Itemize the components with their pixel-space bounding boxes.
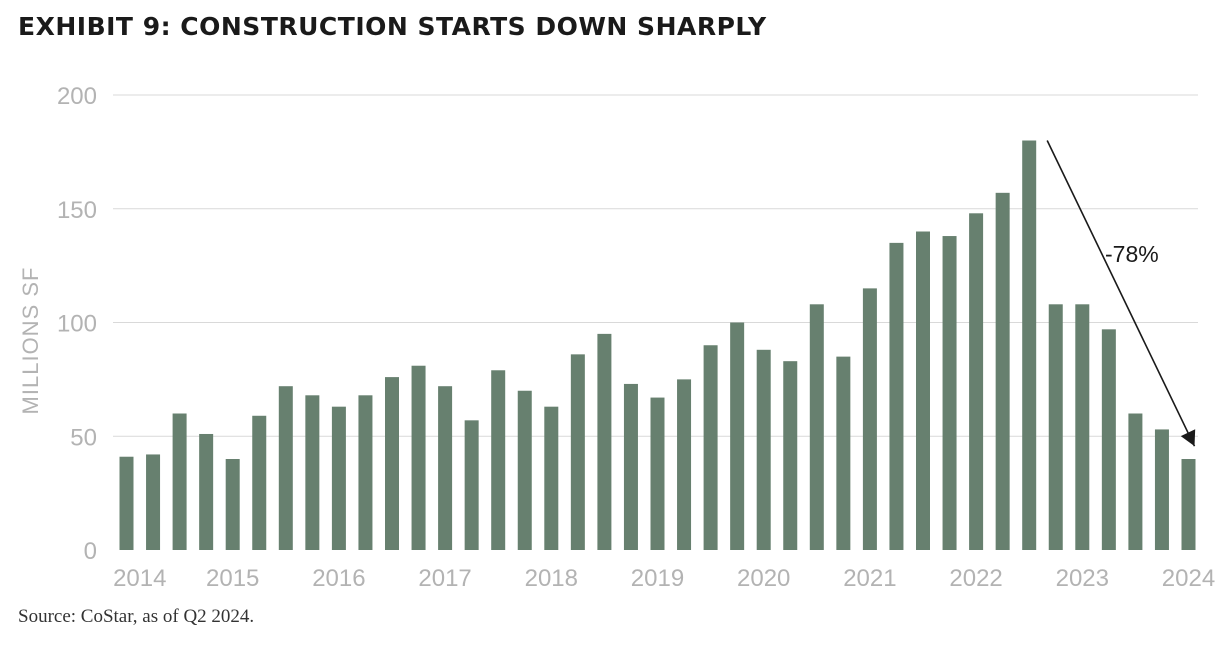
bar (1075, 304, 1090, 550)
bar (597, 333, 612, 550)
x-tick-label: 2024 (1162, 565, 1215, 592)
bar (916, 231, 930, 550)
bar (464, 420, 479, 550)
bar (809, 304, 824, 550)
decline-annotation: -78% (1046, 140, 1196, 447)
bar (517, 390, 532, 550)
source-note: Source: CoStar, as of Q2 2024. (18, 606, 255, 627)
bar (1128, 413, 1143, 550)
x-tick-label: 2023 (1056, 565, 1109, 592)
bars (119, 140, 1196, 551)
grid-lines (113, 94, 1198, 437)
x-tick-label: 2020 (737, 565, 790, 592)
bar (703, 345, 718, 550)
bar (677, 379, 692, 550)
bar (1181, 459, 1196, 550)
bar (995, 192, 1010, 550)
bar (252, 415, 267, 550)
bar (730, 322, 745, 550)
bar (199, 433, 214, 550)
decline-arrow-line (1046, 140, 1196, 447)
x-tick-label: 2014 (113, 565, 166, 592)
y-tick-label: 0 (84, 538, 97, 565)
x-tick-label: 2016 (312, 565, 365, 592)
bar (438, 386, 453, 550)
x-tick-label: 2019 (631, 565, 684, 592)
bar (119, 456, 134, 550)
bar (969, 213, 984, 551)
y-tick-label: 150 (57, 197, 97, 224)
x-tick-label: 2018 (525, 565, 578, 592)
bar (862, 288, 877, 550)
bar (1101, 329, 1116, 550)
x-tick-label: 2022 (949, 565, 1002, 592)
chart-title: EXHIBIT 9: CONSTRUCTION STARTS DOWN SHAR… (18, 12, 767, 41)
y-tick-label: 100 (57, 311, 97, 338)
bar (172, 413, 187, 550)
bar (305, 395, 320, 550)
bar (225, 459, 240, 550)
bar (1154, 429, 1169, 550)
bar (570, 354, 585, 550)
y-tick-label: 200 (57, 83, 97, 110)
bar (836, 356, 851, 550)
bar (278, 386, 293, 550)
y-axis-title: MILLIONS SF (18, 267, 43, 415)
bar (385, 377, 399, 550)
y-tick-label: 50 (70, 424, 97, 451)
x-tick-label: 2017 (418, 565, 471, 592)
bar (942, 236, 957, 551)
bar (783, 361, 798, 550)
bar (1022, 140, 1037, 550)
decline-annotation-label: -78% (1105, 241, 1159, 267)
decline-arrow-head (1180, 429, 1196, 447)
bar (358, 395, 373, 550)
x-tick-label: 2015 (206, 565, 259, 592)
bar (491, 370, 506, 550)
bar (650, 397, 665, 550)
bar (411, 365, 426, 550)
bar (331, 406, 346, 550)
bar (889, 242, 904, 550)
bar (756, 349, 771, 550)
x-tick-label: 2021 (843, 565, 896, 592)
y-axis-ticks: 0 50 100 150 200 (57, 83, 97, 565)
bar (623, 383, 638, 550)
bar (1048, 304, 1063, 550)
bar-chart: 0 50 100 150 200 2014 2015 2016 2017 2018 2019 202… (18, 83, 1215, 592)
bar (544, 406, 559, 550)
bar (146, 454, 161, 550)
x-axis-ticks: 2014 2015 2016 2017 2018 2019 2020 2021 2022 2023… (113, 565, 1215, 592)
